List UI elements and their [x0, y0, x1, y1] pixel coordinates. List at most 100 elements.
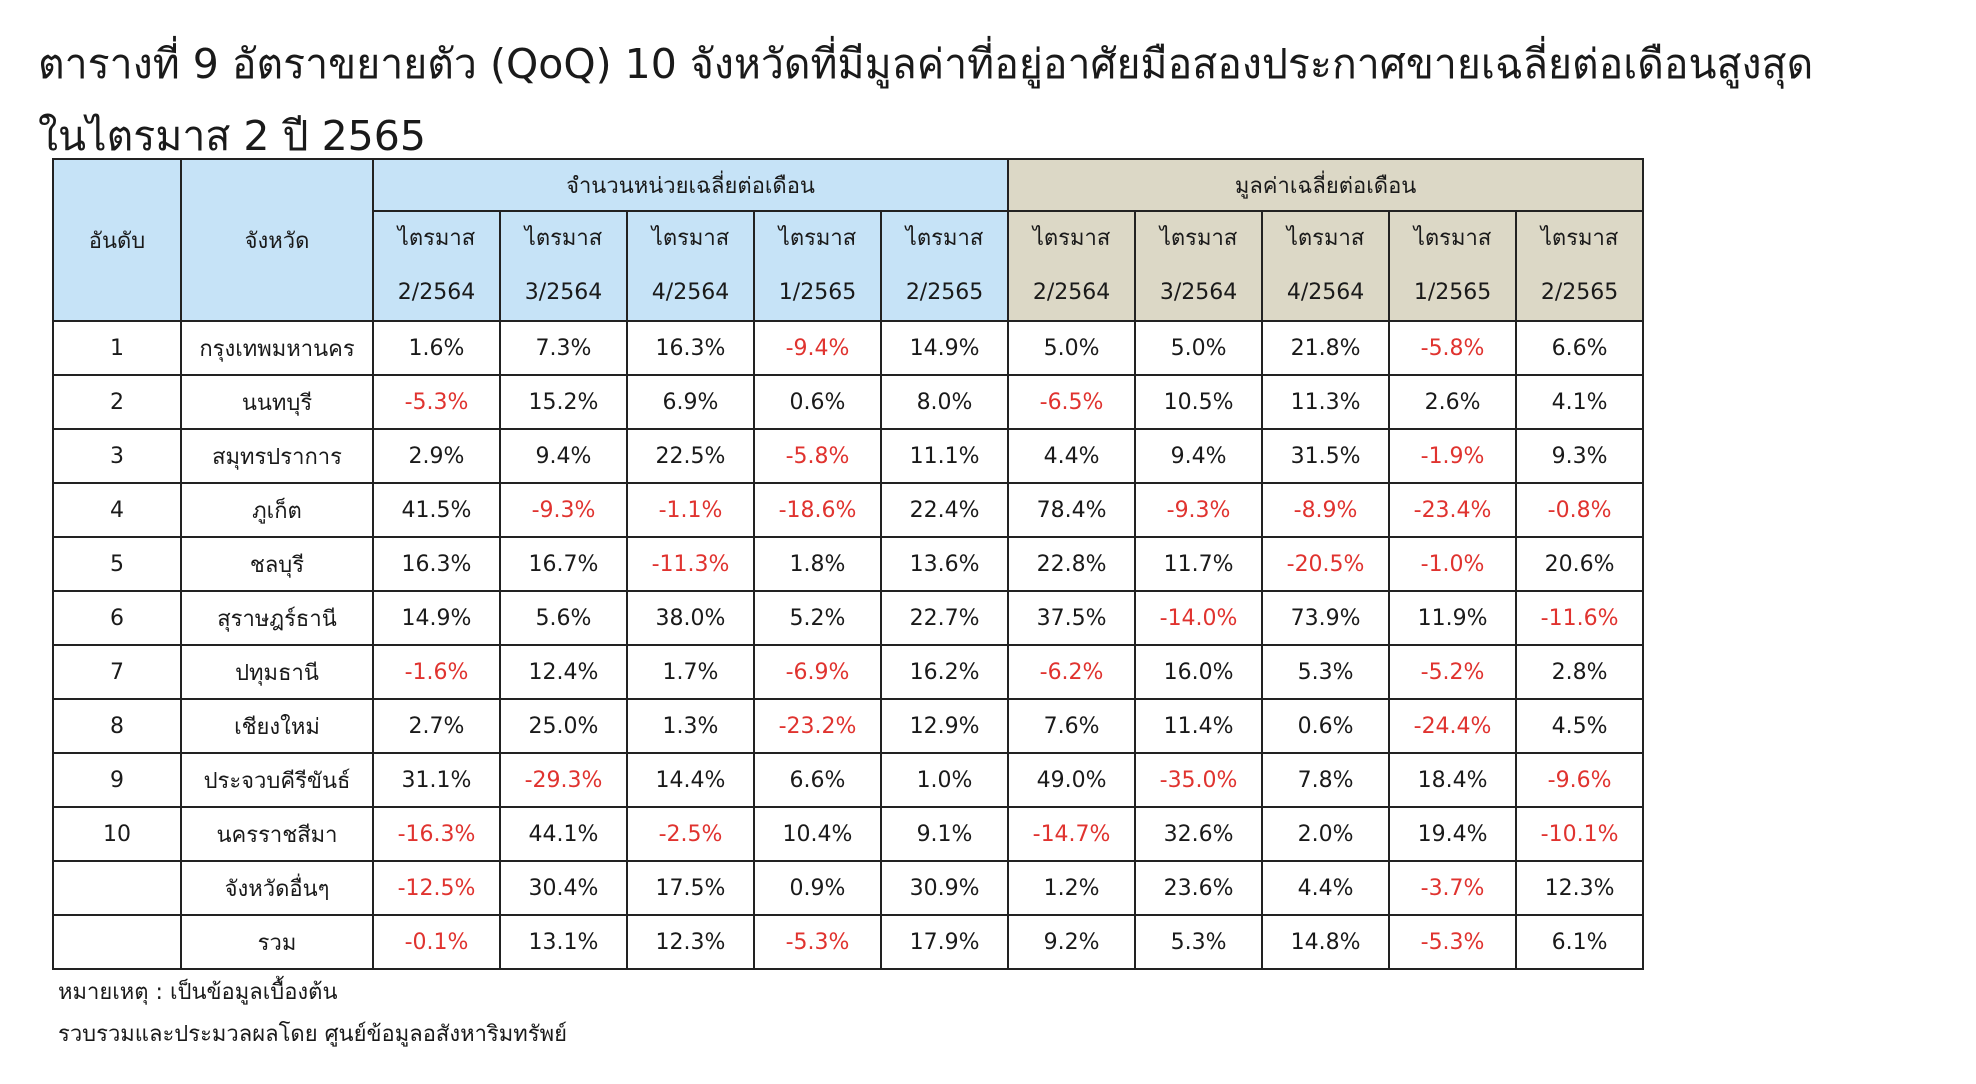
units-growth-cell: 16.3% [372, 536, 501, 592]
growth-table: อันดับ จังหวัด จำนวนหน่วยเฉลี่ยต่อเดือน … [52, 158, 1645, 970]
value-growth-cell: 1.2% [1007, 860, 1137, 916]
units-growth-cell: 44.1% [499, 806, 628, 862]
units-growth-cell: -9.4% [753, 320, 882, 376]
units-growth-cell: 8.0% [879, 374, 1010, 430]
province-cell: กรุงเทพมหานคร [180, 320, 374, 376]
units-growth-cell: -2.5% [626, 806, 755, 862]
units-growth-cell: 1.6% [372, 320, 501, 376]
units-growth-cell: 7.3% [499, 320, 628, 376]
units-quarter-header: ไตรมาส 4/2564 [626, 210, 755, 322]
remark-note: หมายเหตุ : เป็นข้อมูลเบื้องต้น [58, 980, 338, 1005]
units-growth-cell: 6.6% [753, 752, 882, 808]
rank-cell: 9 [52, 752, 182, 808]
value-growth-cell: 9.3% [1515, 428, 1645, 484]
units-growth-cell: 16.7% [499, 536, 628, 592]
value-growth-cell: -5.8% [1388, 320, 1518, 376]
units-growth-cell: 14.9% [879, 320, 1010, 376]
value-quarter-header: ไตรมาส 4/2564 [1261, 210, 1391, 322]
rank-cell: 2 [52, 374, 182, 430]
province-cell: ภูเก็ต [180, 482, 374, 538]
province-cell: เชียงใหม่ [180, 698, 374, 754]
value-growth-cell: -14.7% [1007, 806, 1137, 862]
quarter-period: 2/2564 [397, 280, 476, 305]
units-growth-cell: 17.9% [879, 914, 1010, 970]
table-row: 10 นครราชสีมา -16.3% 44.1% -2.5% 10.4% 9.1% -14… [52, 806, 1645, 862]
value-growth-cell: -5.3% [1388, 914, 1518, 970]
value-growth-cell: 11.7% [1134, 536, 1264, 592]
units-quarter-header: ไตรมาส 2/2565 [879, 210, 1010, 322]
table-row: 8 เชียงใหม่ 2.7% 25.0% 1.3% -23.2% 12.9% 7.6% 11… [52, 698, 1645, 754]
value-growth-cell: 21.8% [1261, 320, 1391, 376]
quarter-period: 2/2564 [1032, 280, 1111, 305]
quarter-label: ไตรมาส [1413, 226, 1492, 251]
value-growth-cell: -0.8% [1515, 482, 1645, 538]
units-growth-cell: 13.6% [879, 536, 1010, 592]
value-growth-cell: 5.0% [1134, 320, 1264, 376]
quarter-label: ไตรมาส [1540, 226, 1619, 251]
units-growth-cell: 2.9% [372, 428, 501, 484]
units-growth-cell: 22.5% [626, 428, 755, 484]
value-quarter-header: ไตรมาส 3/2564 [1134, 210, 1264, 322]
table-row: 4 ภูเก็ต 41.5% -9.3% -1.1% -18.6% 22.4% 78.4% -9… [52, 482, 1645, 538]
units-group-header: จำนวนหน่วยเฉลี่ยต่อเดือน [371, 158, 1010, 212]
value-growth-cell: 4.5% [1515, 698, 1645, 754]
source-note: รวบรวมและประมวลผลโดย ศูนย์ข้อมูลอสังหาริ… [58, 1022, 567, 1047]
value-growth-cell: -6.2% [1007, 644, 1137, 700]
value-group-header: มูลค่าเฉลี่ยต่อเดือน [1007, 158, 1645, 212]
units-growth-cell: 1.3% [626, 698, 755, 754]
table-row: 5 ชลบุรี 16.3% 16.7% -11.3% 1.8% 13.6% 22.8% 11.… [52, 536, 1645, 592]
units-growth-cell: 14.9% [372, 590, 501, 646]
quarter-period: 3/2564 [524, 280, 603, 305]
units-quarter-header: ไตรมาส 2/2564 [372, 210, 501, 322]
value-quarter-header: ไตรมาส 2/2565 [1515, 210, 1645, 322]
value-growth-cell: -6.5% [1007, 374, 1137, 430]
value-growth-cell: 2.0% [1261, 806, 1391, 862]
value-growth-cell: 49.0% [1007, 752, 1137, 808]
value-growth-cell: 5.3% [1134, 914, 1264, 970]
units-growth-cell: -18.6% [753, 482, 882, 538]
value-growth-cell: -9.3% [1134, 482, 1264, 538]
table-row: 9 ประจวบคีรีขันธ์ 31.1% -29.3% 14.4% 6.6% 1.0%… [52, 752, 1645, 808]
value-growth-cell: -1.0% [1388, 536, 1518, 592]
value-growth-cell: 7.6% [1007, 698, 1137, 754]
units-growth-cell: 11.1% [879, 428, 1010, 484]
value-growth-cell: 20.6% [1515, 536, 1645, 592]
province-cell: จังหวัดอื่นๆ [180, 860, 374, 916]
units-growth-cell: 16.2% [879, 644, 1010, 700]
rank-cell: 3 [52, 428, 182, 484]
quarter-label: ไตรมาส [397, 226, 476, 251]
units-growth-cell: -1.6% [372, 644, 501, 700]
table-row: จังหวัดอื่นๆ -12.5% 30.4% 17.5% 0.9% 30.9% 1.2… [52, 860, 1645, 916]
units-growth-cell: 22.4% [879, 482, 1010, 538]
table-row: 2 นนทบุรี -5.3% 15.2% 6.9% 0.6% 8.0% -6.5% 10.5%… [52, 374, 1645, 430]
page-title: ตารางที่ 9 อัตราขยายตัว (QoQ) 10 จังหวัด… [38, 28, 1938, 172]
units-quarter-header: ไตรมาส 3/2564 [499, 210, 628, 322]
value-growth-cell: -11.6% [1515, 590, 1645, 646]
rank-header: อันดับ [52, 158, 182, 322]
value-growth-cell: -10.1% [1515, 806, 1645, 862]
quarter-period: 4/2564 [1286, 280, 1365, 305]
quarter-period: 2/2565 [905, 280, 984, 305]
value-growth-cell: 31.5% [1261, 428, 1391, 484]
units-growth-cell: 9.1% [879, 806, 1010, 862]
value-growth-cell: 11.9% [1388, 590, 1518, 646]
value-growth-cell: 11.3% [1261, 374, 1391, 430]
value-growth-cell: 5.0% [1007, 320, 1137, 376]
value-growth-cell: 32.6% [1134, 806, 1264, 862]
units-growth-cell: 38.0% [626, 590, 755, 646]
value-growth-cell: 4.4% [1007, 428, 1137, 484]
rank-cell: 4 [52, 482, 182, 538]
units-quarter-header: ไตรมาส 1/2565 [753, 210, 882, 322]
province-cell: สมุทรปราการ [180, 428, 374, 484]
value-growth-cell: 19.4% [1388, 806, 1518, 862]
value-growth-cell: -3.7% [1388, 860, 1518, 916]
quarter-period: 4/2564 [651, 280, 730, 305]
value-growth-cell: 18.4% [1388, 752, 1518, 808]
value-growth-cell: 6.1% [1515, 914, 1645, 970]
value-growth-cell: 11.4% [1134, 698, 1264, 754]
province-cell: รวม [180, 914, 374, 970]
units-growth-cell: 0.6% [753, 374, 882, 430]
value-growth-cell: 4.4% [1261, 860, 1391, 916]
units-growth-cell: 9.4% [499, 428, 628, 484]
units-growth-cell: 0.9% [753, 860, 882, 916]
